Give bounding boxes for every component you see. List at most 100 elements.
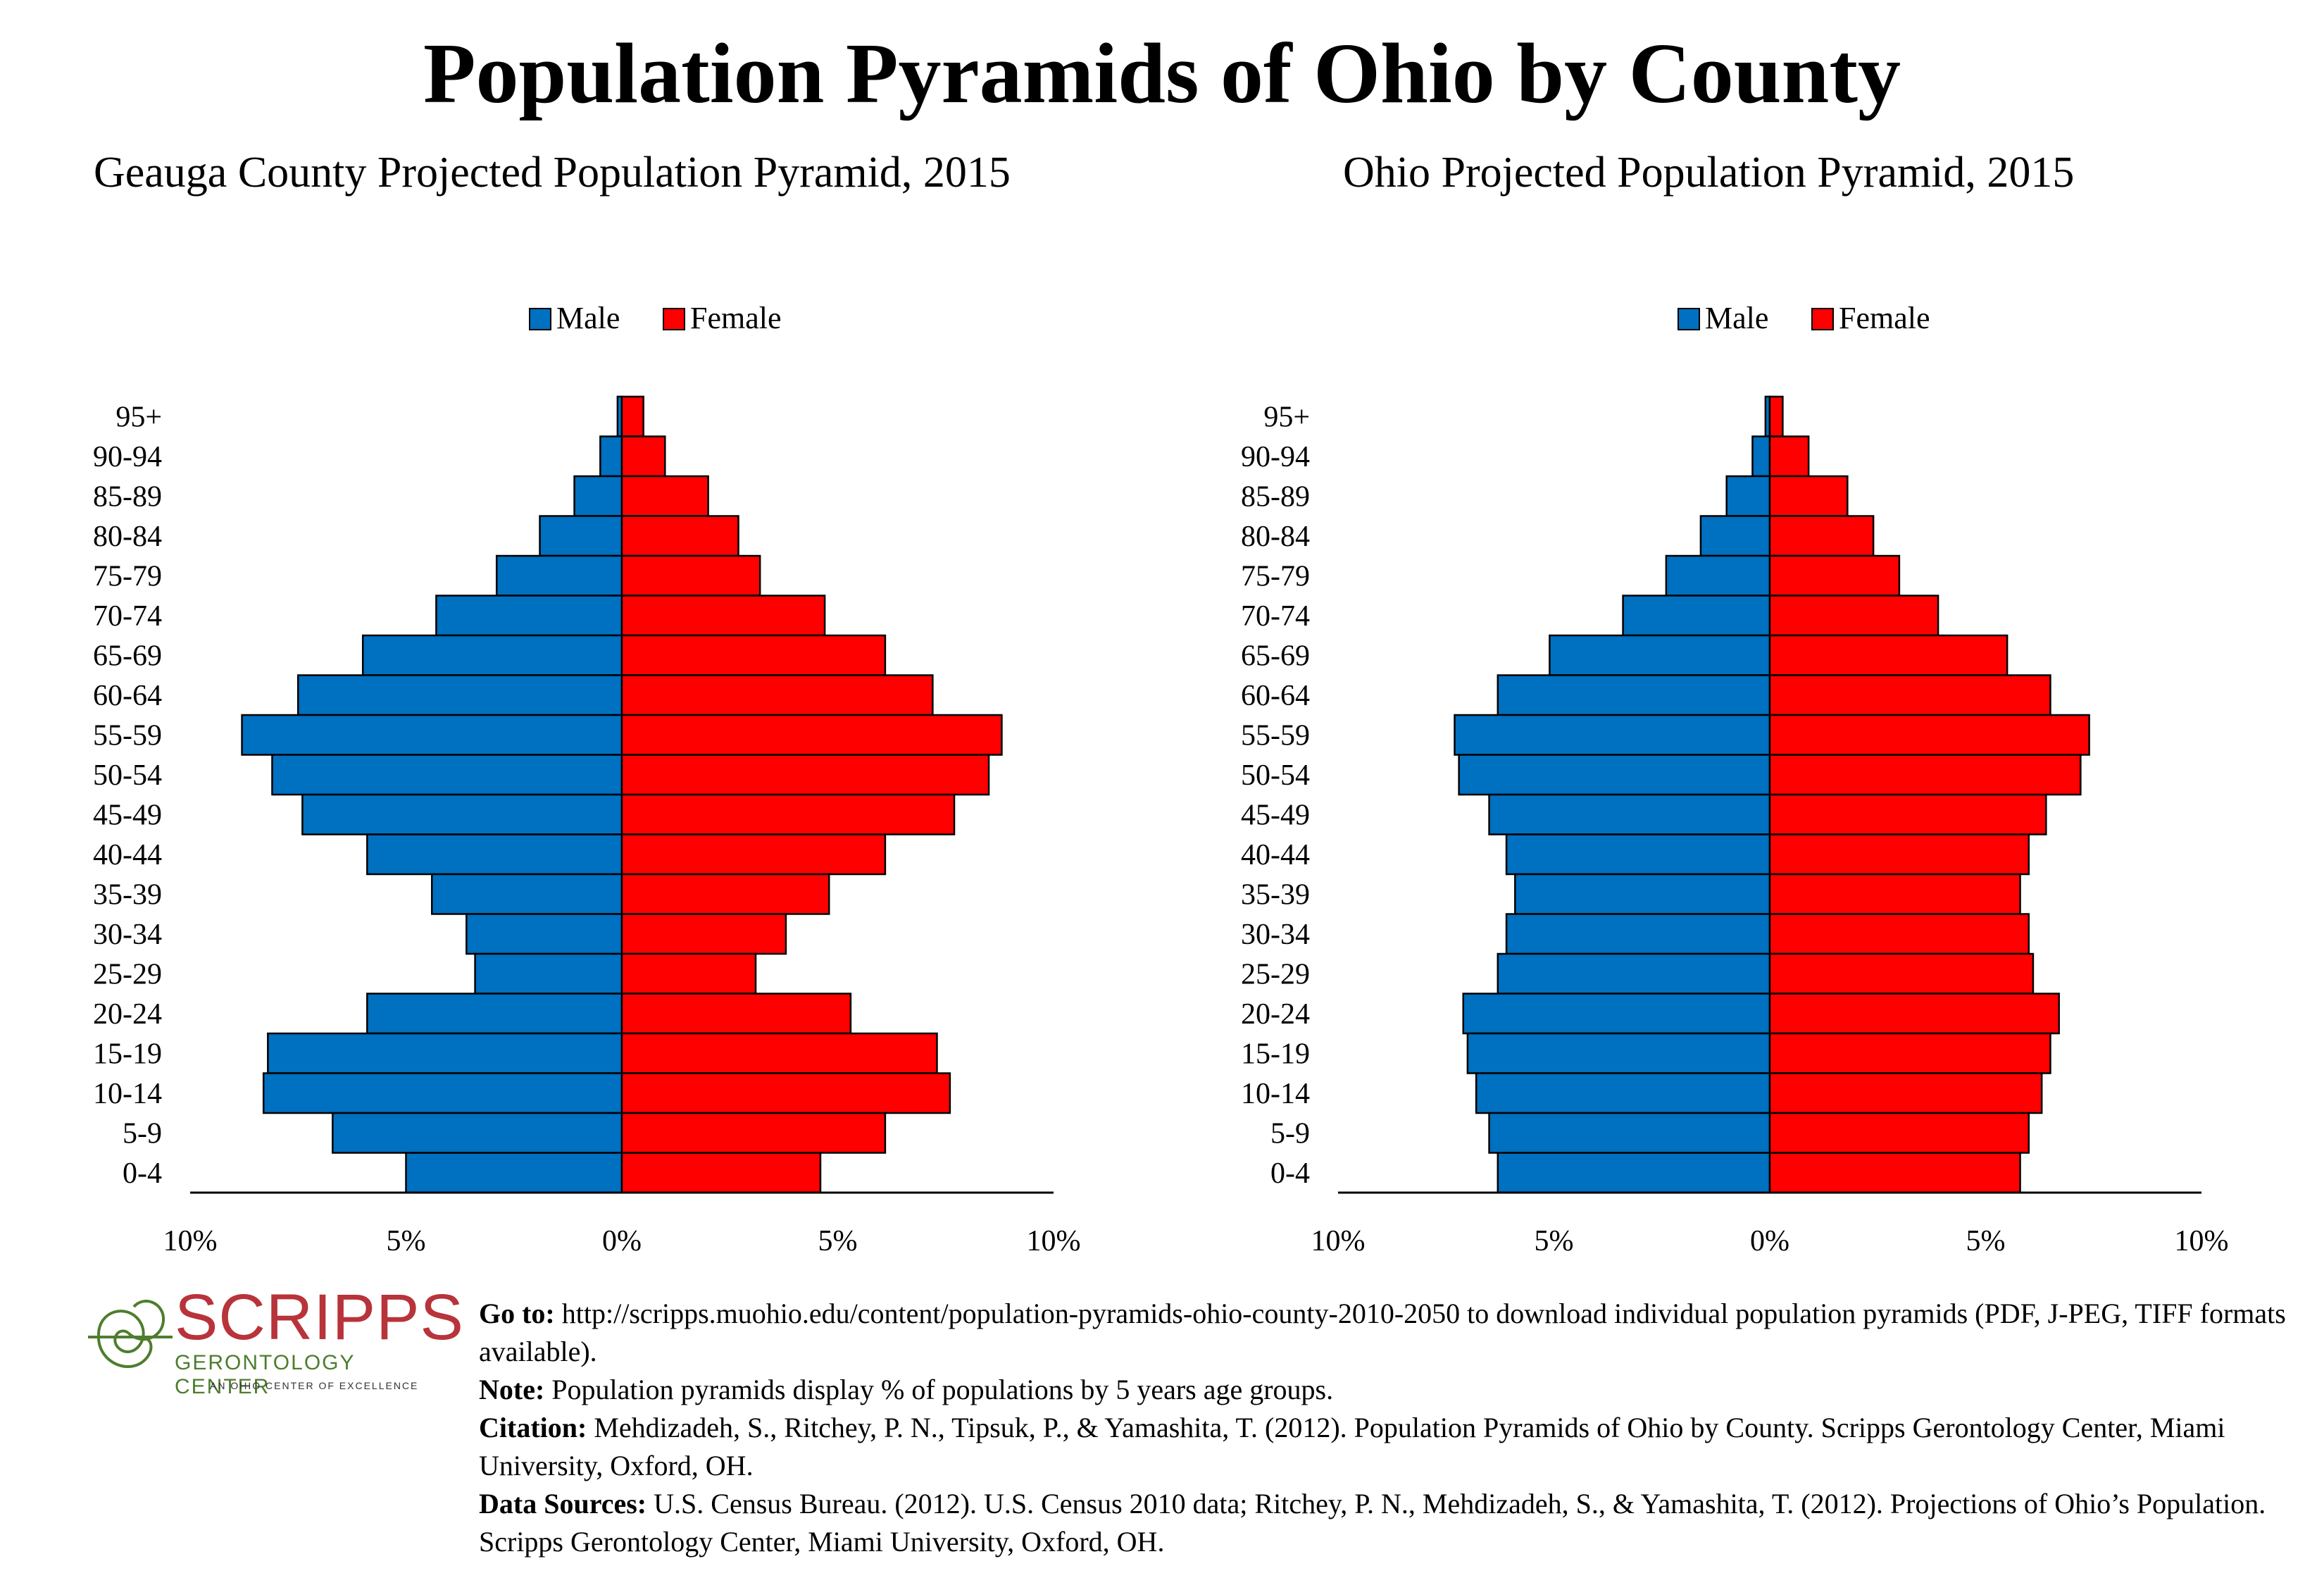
ohio-bar-female-80-84: [1768, 515, 1875, 557]
footer-citation-label: Citation:: [479, 1412, 587, 1443]
geauga-x-tick-label: 5%: [818, 1225, 858, 1257]
footer-note: Note: Population pyramids display % of p…: [479, 1371, 2310, 1409]
footer-goto: Go to: http://scripps.muohio.edu/content…: [479, 1295, 2310, 1371]
ohio-age-label: 35-39: [1241, 878, 1310, 911]
ohio-age-label: 40-44: [1241, 839, 1310, 871]
ohio-age-label: 50-54: [1241, 759, 1310, 792]
ohio-bar-male-40-44: [1505, 833, 1771, 876]
ohio-bar-male-10-14: [1475, 1072, 1771, 1114]
geauga-bar-female-20-24: [620, 993, 852, 1035]
geauga-bar-female-85-89: [620, 475, 709, 517]
geauga-bar-female-45-49: [620, 793, 956, 835]
geauga-bar-male-40-44: [366, 833, 623, 876]
ohio-bar-male-35-39: [1514, 873, 1771, 915]
ohio-age-label: 0-4: [1270, 1157, 1310, 1190]
footer-notes: Go to: http://scripps.muohio.edu/content…: [479, 1295, 2310, 1561]
ohio-bar-male-45-49: [1488, 793, 1771, 835]
geauga-bar-male-65-69: [361, 634, 623, 676]
ohio-bar-female-60-64: [1768, 674, 2051, 716]
geauga-bar-male-25-29: [474, 952, 623, 995]
ohio-bar-female-65-69: [1768, 634, 2008, 676]
geauga-age-label: 45-49: [93, 799, 162, 831]
geauga-bar-female-80-84: [620, 515, 739, 557]
geauga-bar-male-45-49: [301, 793, 623, 835]
footer-sources: Data Sources: U.S. Census Bureau. (2012)…: [479, 1485, 2310, 1561]
ohio-age-label: 45-49: [1241, 799, 1310, 831]
footer-note-text: Population pyramids display % of populat…: [544, 1374, 1334, 1405]
ohio-x-tick-label: 10%: [1311, 1225, 1366, 1257]
ohio-age-label: 95+: [1263, 401, 1310, 433]
ohio-bar-male-80-84: [1699, 515, 1771, 557]
ohio-bar-female-35-39: [1768, 873, 2021, 915]
geauga-age-label: 5-9: [123, 1117, 162, 1150]
ohio-age-label: 30-34: [1241, 919, 1310, 951]
ohio-bar-female-5-9: [1768, 1112, 2030, 1154]
ohio-bar-female-15-19: [1768, 1032, 2051, 1074]
ohio-age-label: 80-84: [1241, 521, 1310, 553]
ohio-bar-female-50-54: [1768, 754, 2082, 796]
geauga-age-label: 40-44: [93, 839, 162, 871]
ohio-bar-male-65-69: [1549, 634, 1771, 676]
ohio-age-label: 5-9: [1270, 1117, 1310, 1150]
ohio-bar-male-60-64: [1497, 674, 1771, 716]
ohio-bar-female-95+: [1768, 395, 1784, 437]
geauga-bar-male-60-64: [297, 674, 623, 716]
ohio-age-label: 75-79: [1241, 560, 1310, 592]
ohio-bar-female-30-34: [1768, 913, 2030, 955]
footer-goto-label: Go to:: [479, 1298, 555, 1329]
geauga-age-label: 90-94: [93, 441, 162, 473]
geauga-bar-male-35-39: [431, 873, 623, 915]
ohio-bar-male-0-4: [1497, 1152, 1771, 1194]
ohio-bar-female-40-44: [1768, 833, 2030, 876]
ohio-bar-male-85-89: [1725, 475, 1771, 517]
geauga-bar-male-55-59: [241, 714, 623, 756]
ohio-bar-female-85-89: [1768, 475, 1849, 517]
geauga-chart-title: Geauga County Projected Population Pyram…: [94, 149, 1011, 197]
geauga-x-tick-label: 5%: [387, 1225, 426, 1257]
geauga-bar-male-50-54: [271, 754, 623, 796]
ohio-bar-male-20-24: [1462, 993, 1771, 1035]
ohio-bar-female-55-59: [1768, 714, 2090, 756]
geauga-age-label: 15-19: [93, 1038, 162, 1070]
footer-goto-text: http://scripps.muohio.edu/content/popula…: [479, 1298, 2286, 1367]
ohio-bar-female-0-4: [1768, 1152, 2021, 1194]
ohio-legend-male-label: Male: [1705, 301, 1768, 335]
geauga-bar-female-70-74: [620, 595, 826, 637]
scripps-logo: SCRIPPS GERONTOLOGY CENTER AN OHIO CENTE…: [85, 1282, 463, 1402]
ohio-bar-male-70-74: [1622, 595, 1771, 637]
geauga-bar-female-90-94: [620, 435, 666, 478]
geauga-legend-male-label: Male: [556, 301, 620, 335]
geauga-age-label: 10-14: [93, 1078, 162, 1110]
geauga-age-label: 55-59: [93, 719, 162, 752]
geauga-age-label: 75-79: [93, 560, 162, 592]
geauga-bar-male-90-94: [599, 435, 623, 478]
ohio-bar-female-25-29: [1768, 952, 2035, 995]
ohio-age-label: 25-29: [1241, 958, 1310, 990]
footer-citation: Citation: Mehdizadeh, S., Ritchey, P. N.…: [479, 1409, 2310, 1485]
ohio-x-tick-label: 5%: [1535, 1225, 1574, 1257]
geauga-age-label: 20-24: [93, 998, 162, 1031]
geauga-age-label: 35-39: [93, 878, 162, 911]
ohio-x-tick-label: 5%: [1966, 1225, 2006, 1257]
logo-tagline: AN OHIO CENTER OF EXCELLENCE: [210, 1380, 419, 1391]
geauga-legend: Male Female: [529, 301, 782, 335]
geauga-bar-female-15-19: [620, 1032, 938, 1074]
geauga-bar-female-0-4: [620, 1152, 822, 1194]
geauga-age-label: 85-89: [93, 480, 162, 513]
ohio-bar-male-50-54: [1458, 754, 1771, 796]
ohio-bar-female-20-24: [1768, 993, 2060, 1035]
geauga-pyramid: Male Female 95+ 90-94 85-89 80-84 75-79 70-74 65…: [93, 301, 1081, 1257]
geauga-age-label: 65-69: [93, 640, 162, 672]
geauga-bar-male-85-89: [573, 475, 623, 517]
ohio-age-label: 90-94: [1241, 441, 1310, 473]
footer-sources-label: Data Sources:: [479, 1488, 647, 1519]
ohio-legend-female-swatch: [1811, 308, 1834, 330]
geauga-legend-female-label: Female: [690, 301, 782, 335]
logo-subtitle: GERONTOLOGY CENTER: [175, 1351, 355, 1398]
geauga-age-label: 0-4: [123, 1157, 162, 1190]
ohio-bar-female-90-94: [1768, 435, 1810, 478]
geauga-bar-female-10-14: [620, 1072, 951, 1114]
geauga-age-label: 95+: [115, 401, 162, 433]
geauga-bar-female-5-9: [620, 1112, 887, 1154]
geauga-bar-male-75-79: [495, 554, 623, 597]
